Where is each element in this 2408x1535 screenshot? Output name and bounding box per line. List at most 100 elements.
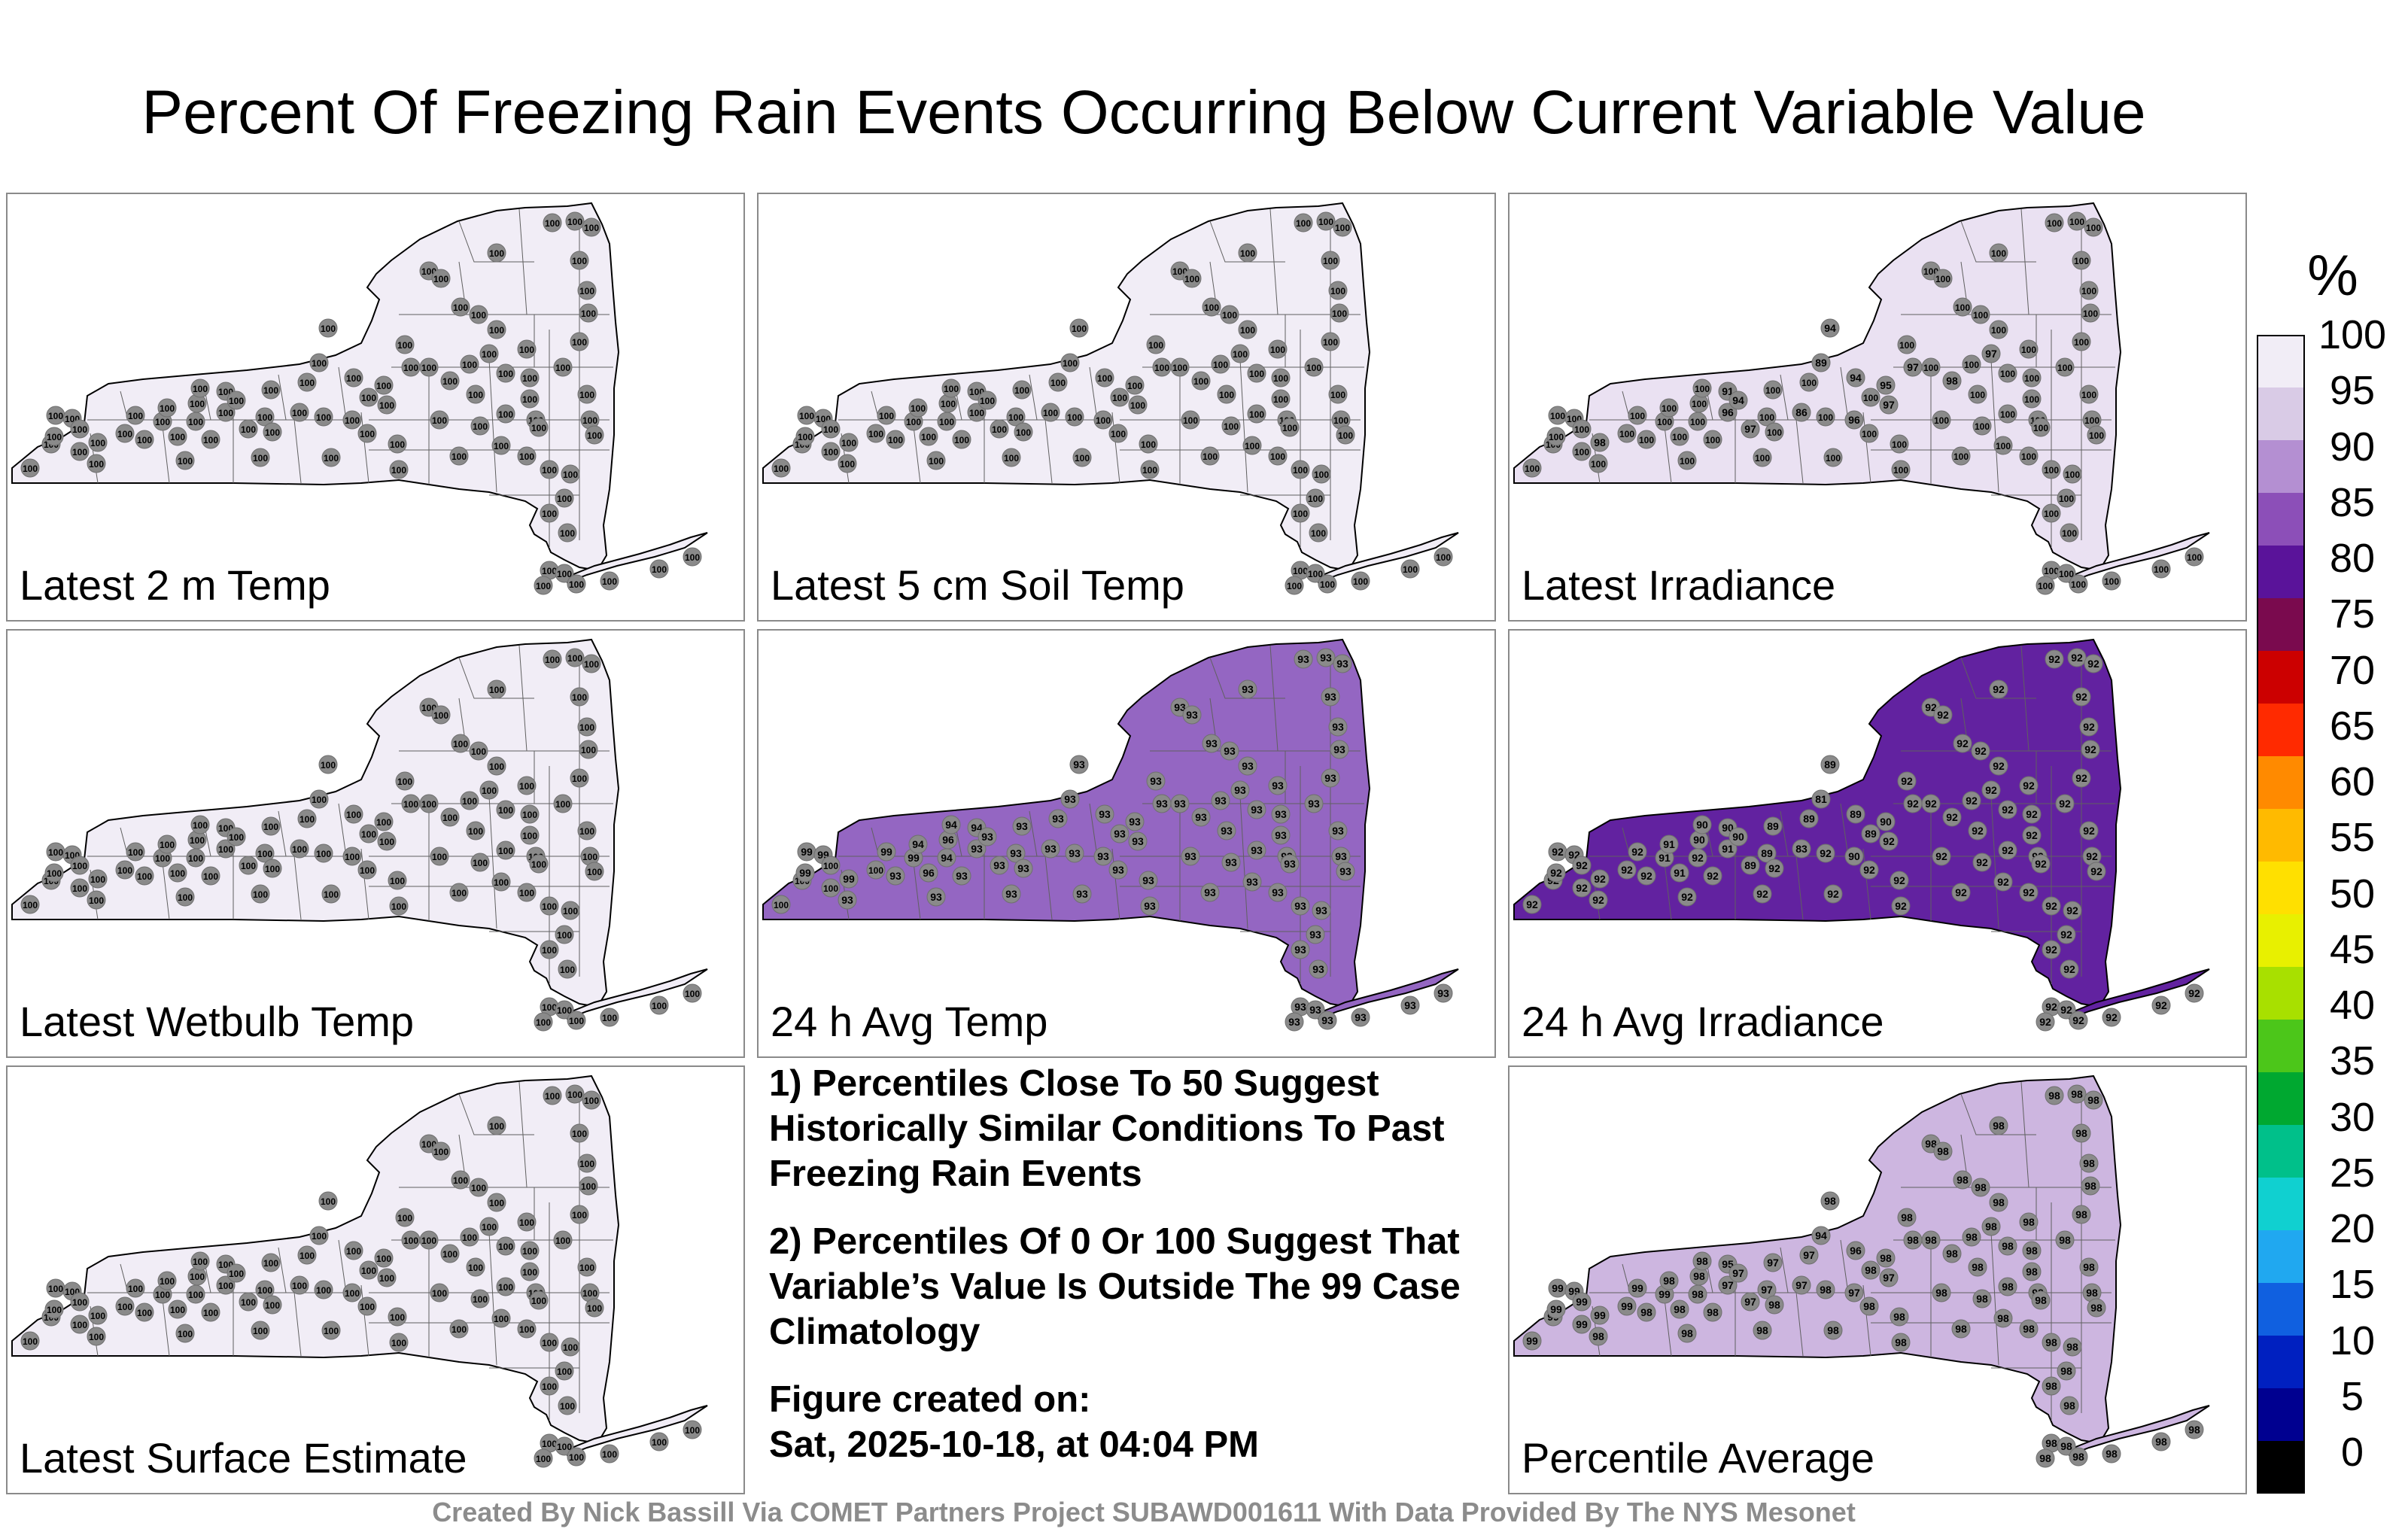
county-line (1990, 795, 1999, 929)
station-value: 94 (1824, 322, 1836, 334)
station-marker: 100 (529, 854, 549, 874)
station-value: 92 (2002, 804, 2014, 816)
station-value: 100 (774, 464, 789, 474)
station-value: 100 (1330, 286, 1345, 296)
station-marker: 92 (2019, 776, 2039, 795)
station-marker: 92 (1548, 842, 1567, 862)
station-marker: 100 (1572, 442, 1592, 461)
station-marker: 100 (2019, 339, 2039, 359)
station-marker: 100 (567, 1011, 586, 1030)
station-value: 100 (1063, 358, 1078, 369)
station-marker: 100 (309, 353, 329, 372)
station-value: 100 (944, 384, 959, 394)
station-value: 93 (1016, 820, 1028, 832)
station-value: 98 (2087, 1094, 2099, 1106)
panel-label: Percentile Average (1522, 1434, 1875, 1482)
station-marker: 100 (1230, 344, 1250, 363)
colorbar-frame (2257, 335, 2305, 1494)
station-marker: 92 (2081, 740, 2100, 759)
station-marker: 100 (401, 794, 421, 813)
station-value: 92 (2083, 825, 2095, 837)
station-value: 100 (542, 1382, 557, 1392)
station-value: 100 (2059, 494, 2074, 504)
station-marker: 100 (44, 427, 64, 446)
station-value: 100 (1293, 509, 1308, 519)
station-value: 100 (1892, 439, 1907, 450)
station-marker: 93 (1285, 1012, 1304, 1032)
station-marker: 92 (2067, 648, 2087, 667)
long-island-outline (1314, 968, 1459, 1020)
station-marker: 100 (2060, 523, 2079, 543)
station-value: 93 (1142, 874, 1154, 886)
station-value: 100 (229, 1269, 244, 1279)
station-marker: 98 (2079, 1154, 2099, 1173)
station-value: 100 (170, 1305, 185, 1315)
county-line (360, 848, 369, 920)
station-value: 99 (1659, 1288, 1671, 1300)
station-value: 100 (2057, 363, 2072, 373)
station-value: 100 (542, 509, 557, 519)
station-marker: 100 (2069, 574, 2088, 594)
station-value: 100 (117, 865, 132, 876)
station-value: 93 (1339, 865, 1351, 877)
station-value: 100 (72, 883, 87, 894)
station-value: 100 (2047, 218, 2062, 229)
station-marker: 100 (579, 303, 598, 323)
station-value: 100 (522, 1246, 537, 1257)
station-marker: 93 (1291, 940, 1310, 959)
station-marker: 100 (577, 1257, 597, 1277)
colorbar-tick-label: 15 (2329, 1262, 2376, 1307)
station-value: 100 (379, 837, 394, 847)
station-value: 100 (581, 309, 596, 319)
station-value: 100 (1273, 373, 1288, 384)
station-value: 100 (888, 435, 903, 445)
station-marker: 92 (1962, 791, 1981, 810)
station-value: 100 (1240, 248, 1255, 259)
station-value: 98 (1696, 1255, 1708, 1267)
station-marker: 100 (318, 755, 338, 774)
station-value: 100 (462, 360, 477, 370)
station-value: 98 (2155, 1436, 2167, 1448)
colorbar-band (2258, 914, 2304, 967)
station-marker: 100 (977, 391, 997, 410)
station-marker: 92 (1891, 896, 1911, 916)
station-marker: 100 (2031, 418, 2051, 437)
station-value: 93 (1114, 828, 1126, 840)
station-value: 100 (1695, 384, 1710, 394)
station-marker: 100 (1268, 339, 1288, 359)
station-marker: 86 (1792, 403, 1811, 422)
station-marker: 90 (1692, 815, 1712, 834)
county-line (1840, 1239, 1849, 1293)
station-marker: 93 (1060, 789, 1080, 809)
station-value: 100 (299, 378, 315, 388)
station-value: 92 (1935, 850, 1947, 862)
station-value: 100 (494, 441, 509, 451)
station-value: 100 (397, 777, 412, 787)
station-marker: 81 (1811, 789, 1831, 809)
station-marker: 100 (821, 442, 841, 461)
station-value: 96 (1850, 1245, 1862, 1257)
station-marker: 100 (1617, 424, 1637, 443)
station-value: 100 (90, 874, 105, 885)
station-value: 100 (89, 895, 104, 906)
station-marker: 98 (2072, 1123, 2091, 1143)
station-value: 100 (170, 868, 185, 879)
station-marker: 100 (1191, 371, 1211, 391)
station-marker: 98 (1962, 1227, 1981, 1247)
station-value: 98 (1985, 1220, 1997, 1233)
station-marker: 100 (419, 1230, 439, 1250)
station-marker: 100 (2079, 281, 2099, 300)
station-marker: 100 (517, 1319, 537, 1339)
station-value: 99 (1576, 1318, 1588, 1330)
station-marker: 100 (255, 407, 275, 427)
created-date: Sat, 2025-10-18, at 04:04 PM (769, 1424, 1259, 1465)
station-value: 100 (292, 844, 307, 855)
station-marker: 94 (1811, 1226, 1831, 1245)
station-value: 90 (1732, 831, 1744, 843)
station-value: 100 (321, 324, 336, 334)
colorbar-band (2258, 704, 2304, 756)
station-marker: 100 (553, 794, 573, 813)
station-value: 93 (1097, 850, 1109, 862)
station-value: 93 (1324, 772, 1336, 784)
station-value: 97 (1795, 1279, 1808, 1291)
